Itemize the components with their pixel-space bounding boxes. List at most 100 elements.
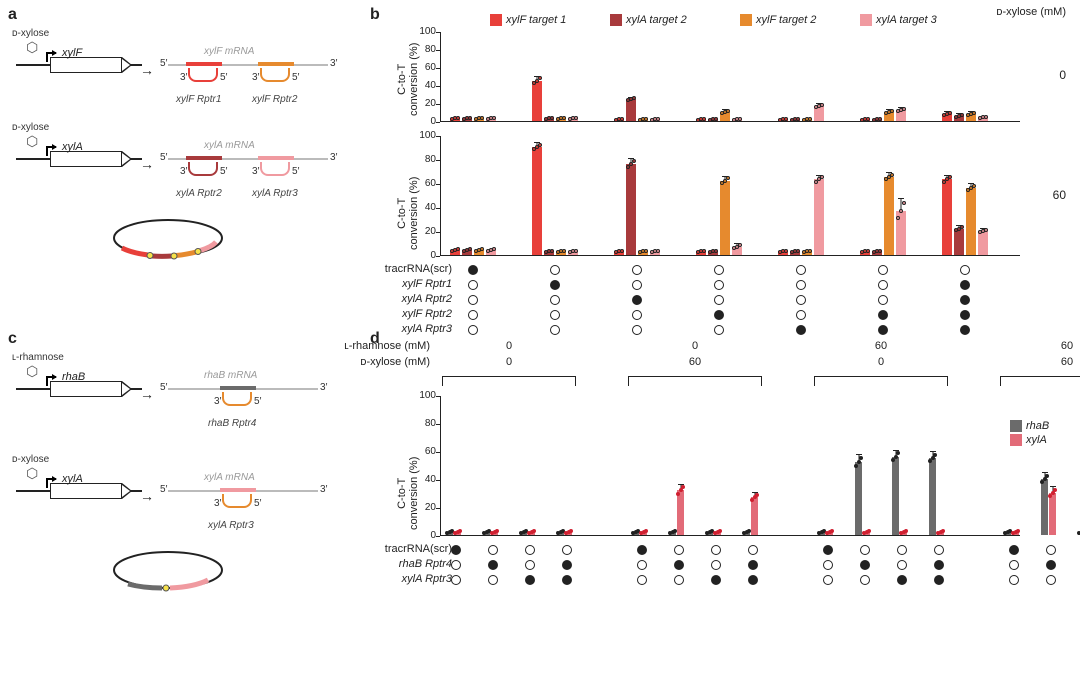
matrix-cell (860, 575, 870, 585)
matrix-cell (878, 310, 888, 320)
matrix-cell (823, 560, 833, 570)
mrna-xylA-c-label: xylA mRNA (204, 472, 255, 483)
ylabel-d: C-to-T conversion (%) (396, 457, 420, 530)
bar (954, 229, 964, 255)
panel-c-label: c (8, 330, 17, 348)
matrix-cell (674, 575, 684, 585)
bar (966, 188, 976, 255)
matrix-cell (860, 560, 870, 570)
matrix-cell (897, 545, 907, 555)
mrna-xylA-label: xylA mRNA (204, 140, 255, 151)
rptr-2a-label: xylA Rptr2 (176, 188, 222, 199)
matrix-cell (1046, 545, 1056, 555)
legend-item: xylA target 2 (610, 14, 687, 26)
gene-xylF-label: xylF (62, 47, 82, 59)
matrix-cell (451, 575, 461, 585)
gene-rhaB-label: rhaB (62, 371, 85, 383)
matrix-cell (960, 295, 970, 305)
matrix-cell (796, 310, 806, 320)
bar (892, 457, 899, 535)
matrix-cell (714, 310, 724, 320)
hex-1: ⬡ (26, 39, 38, 56)
matrix-cell (878, 265, 888, 275)
cond-value: 0 (685, 340, 705, 352)
bar (532, 147, 542, 255)
matrix-cell (488, 545, 498, 555)
chart-b-top: 020406080100 (440, 32, 1020, 122)
matrix-cell (1009, 560, 1019, 570)
matrix-cell (714, 280, 724, 290)
sugar-xylose-c: ᴅ-xylose (12, 454, 49, 465)
matrix-cell (562, 560, 572, 570)
matrix-row: tracrRNA(scr) (370, 264, 1070, 278)
matrix-cell (1009, 545, 1019, 555)
matrix-cell (468, 265, 478, 275)
matrix-cell (711, 575, 721, 585)
ylabel-b-top: C-to-T conversion (%) (396, 43, 420, 116)
cond-value: 60 (871, 340, 891, 352)
bar (1049, 493, 1056, 535)
bracket (814, 376, 948, 386)
matrix-cell (823, 575, 833, 585)
matrix-cell (637, 575, 647, 585)
matrix-cell (878, 280, 888, 290)
matrix-cell (550, 265, 560, 275)
matrix-cell (860, 545, 870, 555)
bar (720, 181, 730, 255)
cond-value: 0 (499, 356, 519, 368)
cond-value: 60 (685, 356, 705, 368)
bar (855, 462, 862, 535)
hex-2: ⬡ (26, 133, 38, 150)
matrix-cell (960, 310, 970, 320)
cond-value: 0 (871, 356, 891, 368)
legend-item: xylF target 1 (490, 14, 566, 26)
bar (942, 179, 952, 255)
matrix-cell (714, 295, 724, 305)
matrix-row: xylF Rptr2 (370, 309, 1070, 323)
matrix-cell (796, 265, 806, 275)
cond-value: 0 (499, 340, 519, 352)
panel-b-label: b (370, 6, 380, 24)
matrix-cell (1046, 560, 1056, 570)
matrix-cell (637, 545, 647, 555)
plasmid-c (108, 546, 228, 594)
matrix-row: rhaB Rptr4 (370, 559, 1070, 573)
ylabel-b-bot: C-to-T conversion (%) (396, 177, 420, 250)
matrix-cell (451, 545, 461, 555)
rptr-c1-label: rhaB Rptr4 (208, 418, 256, 429)
matrix-cell (714, 265, 724, 275)
bar (532, 81, 542, 122)
gene-xylA-c-label: xylA (62, 473, 83, 485)
mrna-rhaB-label: rhaB mRNA (204, 370, 257, 381)
matrix-cell (562, 575, 572, 585)
matrix-cell (823, 545, 833, 555)
matrix-cell (632, 280, 642, 290)
matrix-row: xylA Rptr3 (370, 574, 1070, 588)
matrix-cell (748, 560, 758, 570)
matrix-cell (637, 560, 647, 570)
legend-d: rhaB xylA (1010, 420, 1070, 448)
matrix-cell (960, 265, 970, 275)
bar (626, 164, 636, 255)
matrix-cell (960, 280, 970, 290)
bar (929, 458, 936, 535)
matrix-cell (1009, 575, 1019, 585)
rptr-1b-label: xylF Rptr2 (252, 94, 297, 105)
matrix-cell (632, 265, 642, 275)
matrix-cell (550, 280, 560, 290)
panel-b: b ᴅ-xylose (mM) xylF target 1xylA target… (370, 6, 1070, 316)
matrix-cell (525, 545, 535, 555)
matrix-cell (934, 575, 944, 585)
matrix-cell (711, 560, 721, 570)
matrix-cell (796, 280, 806, 290)
bracket (442, 376, 576, 386)
sugar-xylose-1: ᴅ-xylose (12, 28, 49, 39)
bar (814, 179, 824, 255)
bar (978, 231, 988, 255)
matrix-cell (488, 575, 498, 585)
panel-a: a ᴅ-xylose ⬡ xylF → xylF mRNA 5′ 3′ 3′ 5… (8, 6, 358, 266)
matrix-cell (878, 295, 888, 305)
sugar-xylose-2: ᴅ-xylose (12, 122, 49, 133)
matrix-cell (711, 545, 721, 555)
legend-item: xylA target 3 (860, 14, 937, 26)
